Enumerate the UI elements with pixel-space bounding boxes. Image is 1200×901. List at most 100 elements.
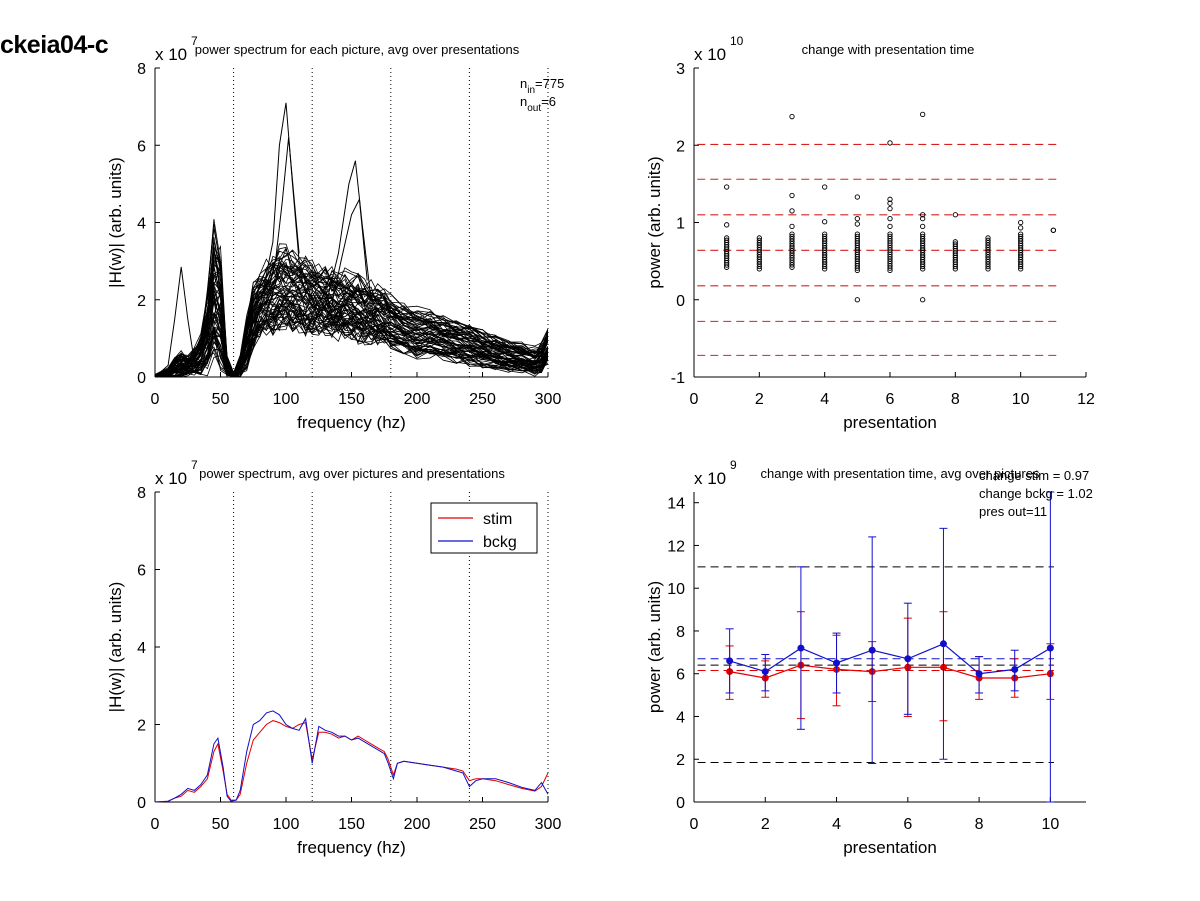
p2-y-scale-exponent: 10 bbox=[730, 34, 744, 48]
p1-outlier-spectrum bbox=[324, 160, 372, 308]
p2-data-point bbox=[854, 297, 860, 303]
p4-y-tick-label: 14 bbox=[667, 496, 685, 513]
p4-y-axis-label: power (arb. units) bbox=[645, 581, 664, 713]
p2-y-tick-label: -1 bbox=[671, 370, 685, 387]
p2-data-point bbox=[887, 231, 893, 237]
p4-y-scale-base: x 10 bbox=[694, 469, 726, 488]
p4-y-tick-label: 12 bbox=[667, 538, 685, 555]
p2-data-point bbox=[789, 233, 795, 240]
p2-data-point bbox=[1018, 225, 1024, 231]
p4-annotation: pres out=11 bbox=[979, 504, 1047, 519]
p1-y-tick-label: 6 bbox=[137, 138, 146, 155]
p4-x-tick-label: 8 bbox=[975, 816, 984, 833]
p2-x-tick-label: 8 bbox=[951, 391, 960, 408]
figure-title: ckeia04-c bbox=[0, 31, 109, 59]
p2-data-point bbox=[985, 237, 991, 243]
p1-spectrum-line bbox=[155, 266, 548, 377]
p1-spectrum-line bbox=[155, 268, 548, 377]
p1-spectra-bundle bbox=[155, 102, 548, 377]
p4-x-tick-label: 2 bbox=[761, 816, 770, 833]
p1-annotation-n-in: nin=775 bbox=[520, 76, 564, 96]
p2-data-point bbox=[789, 223, 795, 230]
p4-point-bckg bbox=[726, 657, 734, 665]
p4-annotation: change stim = 0.97 bbox=[979, 468, 1089, 483]
p3-y-tick-label: 0 bbox=[137, 795, 146, 812]
p4-y-tick-label: 6 bbox=[676, 667, 685, 684]
p2-data-point bbox=[920, 231, 926, 237]
p4-point-bckg bbox=[761, 668, 769, 676]
p1-spectrum-line bbox=[155, 256, 548, 376]
p4-x-tick-label: 6 bbox=[903, 816, 912, 833]
p3-legend-label-bckg: bckg bbox=[483, 534, 517, 551]
p3-x-tick-label: 250 bbox=[469, 816, 496, 833]
p1-spectrum-line bbox=[155, 292, 548, 377]
p1-y-tick-label: 2 bbox=[137, 293, 146, 310]
p4-point-bckg bbox=[833, 659, 841, 667]
p2-data-point bbox=[854, 194, 860, 200]
p1-spectrum-line bbox=[155, 309, 548, 377]
p3-x-axis-label: frequency (hz) bbox=[297, 838, 406, 857]
p2-data-point bbox=[756, 235, 762, 241]
p2-data-point bbox=[952, 241, 958, 247]
p4-point-bckg bbox=[904, 655, 912, 663]
p2-data-point bbox=[1018, 231, 1024, 237]
p2-data-point bbox=[887, 200, 893, 206]
p3-y-axis-label: |H(w)| (arb. units) bbox=[106, 582, 125, 713]
p4-y-tick-label: 0 bbox=[676, 795, 685, 812]
p3-y-scale-exponent: 7 bbox=[191, 458, 198, 472]
p3-x-tick-label: 300 bbox=[535, 816, 562, 833]
p2-data-point bbox=[887, 205, 893, 212]
p1-spectrum-line bbox=[155, 219, 548, 376]
p2-data-point bbox=[822, 184, 828, 190]
p2-x-tick-label: 4 bbox=[820, 391, 829, 408]
p3-y-scale-base: x 10 bbox=[155, 469, 187, 488]
p2-data-point bbox=[724, 222, 730, 228]
p2-data-point bbox=[854, 221, 860, 227]
p1-spectrum-line bbox=[155, 310, 548, 377]
p3-series-stim bbox=[154, 720, 549, 803]
p2-data-point bbox=[789, 192, 795, 199]
panel-power-spectrum-each-picture: 0 50 100 150 200 250 300 0 2 4 6 8 frequency (hz) |H(… bbox=[106, 34, 564, 432]
p4-point-bckg bbox=[975, 670, 983, 678]
p1-spectrum-line bbox=[155, 315, 548, 377]
p2-data-point bbox=[887, 140, 893, 146]
p2-data-point bbox=[887, 196, 893, 202]
p2-x-tick-label: 0 bbox=[690, 391, 699, 408]
p3-x-tick-label: 150 bbox=[338, 816, 365, 833]
p2-data-point bbox=[854, 231, 860, 237]
p2-data-point bbox=[789, 208, 795, 214]
p1-x-axis-label: frequency (hz) bbox=[297, 413, 406, 432]
p3-legend-box bbox=[430, 502, 538, 554]
p1-spectrum-line bbox=[155, 304, 548, 377]
panel-change-avg-over-pictures: 0 2 4 6 8 10 0 2 4 6 8 10 12 14 presentation power (arb… bbox=[645, 458, 1093, 857]
p2-x-tick-label: 10 bbox=[1012, 391, 1030, 408]
p2-data-point bbox=[920, 212, 926, 218]
p4-y-tick-label: 8 bbox=[676, 624, 685, 641]
p3-series-bckg bbox=[154, 710, 549, 803]
p2-y-tick-label: 1 bbox=[676, 216, 685, 233]
p1-x-tick-label: 300 bbox=[535, 391, 562, 408]
p2-data-point bbox=[1018, 233, 1024, 240]
p2-data-point bbox=[1050, 227, 1056, 233]
p1-spectrum-line bbox=[155, 258, 548, 377]
p3-x-tick-label: 0 bbox=[151, 816, 160, 833]
p2-x-axis-label: presentation bbox=[843, 413, 937, 432]
p4-point-bckg bbox=[1011, 665, 1019, 673]
p2-data-point bbox=[724, 235, 730, 241]
p2-data-point bbox=[887, 223, 893, 230]
p1-spectrum-line bbox=[155, 278, 548, 377]
p3-legend: stim bckg bbox=[430, 502, 538, 554]
p1-outlier-spectrum bbox=[265, 137, 300, 300]
p4-point-bckg bbox=[939, 640, 947, 648]
p4-point-bckg bbox=[797, 644, 805, 652]
p2-data-point bbox=[789, 114, 795, 120]
p2-data-point bbox=[1018, 219, 1024, 226]
p1-outlier-spectrum bbox=[259, 102, 313, 308]
p2-data-point bbox=[952, 239, 958, 245]
p2-x-tick-label: 6 bbox=[886, 391, 895, 408]
p1-y-tick-label: 4 bbox=[137, 216, 146, 233]
p2-data-point bbox=[724, 237, 730, 243]
p2-y-tick-label: 3 bbox=[676, 61, 685, 78]
p1-outlier-spectrum bbox=[331, 197, 368, 304]
p2-y-axis-label: power (arb. units) bbox=[645, 156, 664, 288]
